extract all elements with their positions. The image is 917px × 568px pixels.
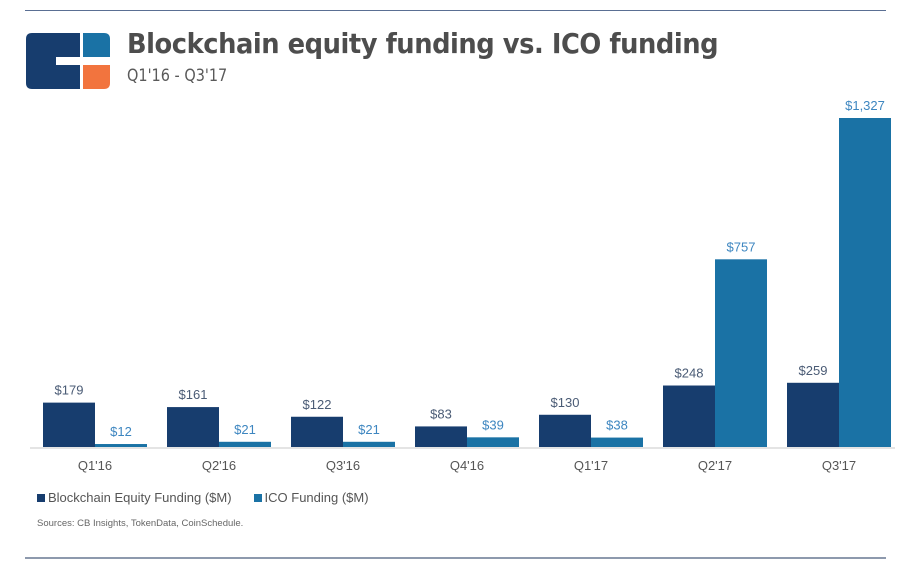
logo-dark-block [26, 33, 80, 89]
bar-chart: $179 $12 Q1'16 $161 $21 Q2'16 $122 $21 Q3'16 $83 $… [30, 98, 895, 473]
x-tick-label-1: Q2'16 [202, 458, 236, 473]
bar-ico-6 [839, 118, 891, 447]
x-tick-label-0: Q1'16 [78, 458, 112, 473]
bar-ico-3 [467, 437, 519, 447]
bar-equity-5 [663, 385, 715, 447]
x-tick-label-4: Q1'17 [574, 458, 608, 473]
bar-equity-0 [43, 402, 95, 447]
x-tick-label-2: Q3'16 [326, 458, 360, 473]
bottom-divider [25, 557, 886, 559]
data-label-ico-0: $12 [110, 424, 132, 439]
legend-item-ico: ICO Funding ($M) [253, 490, 369, 505]
bar-ico-5 [715, 259, 767, 447]
bar-ico-4 [591, 437, 643, 447]
bar-equity-3 [415, 426, 467, 447]
bar-equity-2 [291, 416, 343, 447]
bar-equity-1 [167, 407, 219, 447]
data-label-ico-5: $757 [727, 239, 756, 254]
cb-insights-logo [26, 33, 110, 89]
top-divider [25, 10, 886, 11]
data-label-equity-5: $248 [675, 366, 704, 381]
logo-orange-block [83, 65, 110, 89]
legend-label-ico: ICO Funding ($M) [264, 490, 369, 505]
data-label-ico-4: $38 [606, 418, 628, 433]
x-tick-label-3: Q4'16 [450, 458, 484, 473]
data-label-equity-1: $161 [179, 387, 208, 402]
sources-note: Sources: CB Insights, TokenData, CoinSch… [37, 518, 244, 529]
legend-swatch-equity [37, 493, 45, 502]
data-label-equity-3: $83 [430, 406, 452, 421]
data-label-ico-2: $21 [358, 422, 380, 437]
data-label-ico-3: $39 [482, 417, 504, 432]
logo-blue-block [83, 33, 110, 57]
legend: Blockchain Equity Funding ($M) ICO Fundi… [37, 490, 391, 505]
legend-swatch-ico [253, 493, 262, 502]
legend-item-equity: Blockchain Equity Funding ($M) [37, 490, 232, 505]
chart-subtitle: Q1'16 - Q3'17 [127, 66, 228, 86]
bar-equity-4 [539, 414, 591, 447]
x-tick-label-5: Q2'17 [698, 458, 732, 473]
bar-ico-0 [95, 444, 147, 447]
data-label-ico-1: $21 [234, 422, 256, 437]
data-label-equity-2: $122 [303, 397, 332, 412]
data-label-equity-4: $130 [551, 395, 580, 410]
chart-title: Blockchain equity funding vs. ICO fundin… [127, 27, 719, 60]
x-tick-label-6: Q3'17 [822, 458, 856, 473]
data-label-equity-6: $259 [799, 363, 828, 378]
bar-ico-2 [343, 441, 395, 447]
bar-ico-1 [219, 441, 271, 447]
bar-equity-6 [787, 382, 839, 447]
data-label-equity-0: $179 [55, 383, 84, 398]
legend-label-equity: Blockchain Equity Funding ($M) [48, 490, 232, 505]
data-label-ico-6: $1,327 [845, 98, 885, 113]
